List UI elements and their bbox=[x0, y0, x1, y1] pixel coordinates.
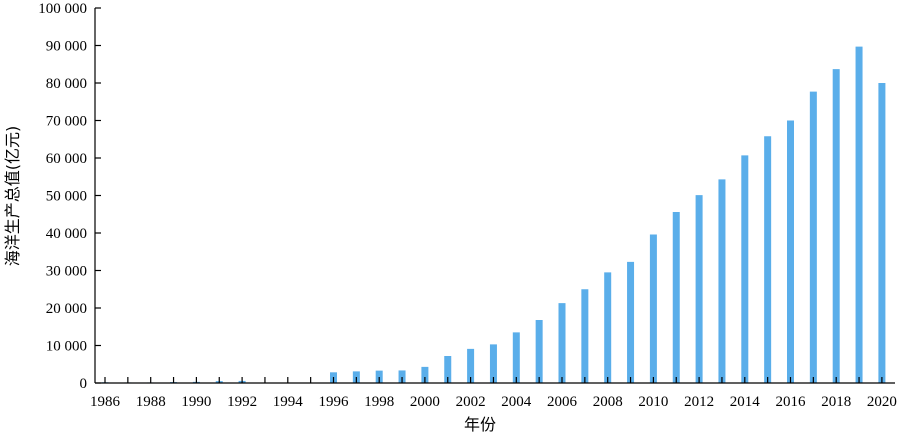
x-tick-label: 1992 bbox=[227, 394, 257, 410]
bar bbox=[421, 366, 429, 383]
plot-area bbox=[101, 46, 886, 383]
x-tick-label: 2000 bbox=[410, 394, 440, 410]
x-tick-label: 2016 bbox=[776, 394, 807, 410]
y-tick-label: 90 000 bbox=[46, 39, 87, 55]
bar bbox=[741, 155, 749, 383]
x-axis-title: 年份 bbox=[464, 415, 496, 434]
y-tick-label: 40 000 bbox=[46, 226, 87, 242]
x-tick-label: 2006 bbox=[547, 394, 578, 410]
bar bbox=[718, 179, 726, 383]
y-tick-label: 100 000 bbox=[38, 1, 87, 17]
y-tick-label: 70 000 bbox=[46, 114, 87, 130]
x-tick-label: 2020 bbox=[867, 394, 897, 410]
x-tick-label: 1996 bbox=[319, 394, 350, 410]
x-tick-label: 2008 bbox=[593, 394, 623, 410]
bar bbox=[672, 212, 680, 383]
x-tick-label: 2004 bbox=[501, 394, 532, 410]
bar bbox=[627, 261, 635, 383]
y-tick-label: 0 bbox=[80, 376, 88, 392]
x-tick-label: 1988 bbox=[136, 394, 166, 410]
x-tick-label: 1994 bbox=[273, 394, 304, 410]
x-tick-label: 2014 bbox=[730, 394, 761, 410]
bar bbox=[809, 91, 817, 383]
bar bbox=[832, 69, 840, 383]
bar bbox=[878, 83, 886, 383]
bar bbox=[558, 303, 566, 383]
x-tick-label: 2010 bbox=[638, 394, 668, 410]
y-tick-label: 50 000 bbox=[46, 189, 87, 205]
bar bbox=[535, 320, 543, 383]
x-tick-label: 1990 bbox=[181, 394, 211, 410]
x-tick-label: 2018 bbox=[821, 394, 851, 410]
y-tick-label: 10 000 bbox=[46, 339, 87, 355]
bar bbox=[581, 289, 589, 383]
bar bbox=[649, 234, 657, 383]
bar bbox=[398, 370, 406, 383]
y-axis: 0 10 000 20 000 30 000 40 000 50 000 60 000 70 … bbox=[38, 1, 101, 392]
bar bbox=[489, 344, 497, 383]
y-tick-label: 30 000 bbox=[46, 264, 87, 280]
bar bbox=[855, 46, 863, 383]
y-axis-title: 海洋生产总值(亿元) bbox=[3, 126, 22, 267]
x-tick-label: 1998 bbox=[364, 394, 394, 410]
x-tick-label: 1986 bbox=[90, 394, 121, 410]
x-tick-label: 2002 bbox=[456, 394, 486, 410]
bar bbox=[787, 120, 794, 383]
bar bbox=[467, 348, 475, 383]
y-tick-label: 80 000 bbox=[46, 76, 87, 92]
bar bbox=[695, 195, 703, 383]
bar bbox=[375, 370, 383, 383]
bar bbox=[764, 136, 772, 383]
y-tick-label: 60 000 bbox=[46, 151, 87, 167]
x-axis: 1986 1988 1990 1992 1994 1996 1998 2000 2002 2004… bbox=[90, 377, 897, 410]
bar bbox=[512, 332, 520, 383]
x-tick-label: 2012 bbox=[684, 394, 714, 410]
y-tick-label: 20 000 bbox=[46, 301, 87, 317]
bar bbox=[444, 356, 452, 383]
bar bbox=[604, 272, 612, 383]
